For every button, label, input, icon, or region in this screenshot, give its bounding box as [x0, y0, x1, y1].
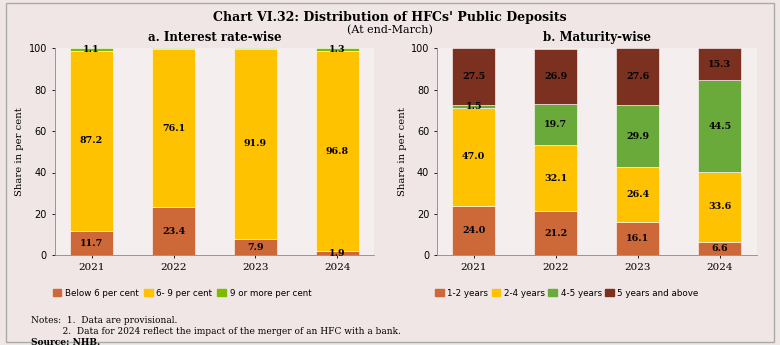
Bar	[698, 48, 741, 80]
Text: (At end-March): (At end-March)	[347, 25, 433, 35]
Text: Source: NHB.: Source: NHB.	[31, 338, 101, 345]
Bar	[234, 49, 277, 239]
Text: 2.  Data for 2024 reflect the impact of the merger of an HFC with a bank.: 2. Data for 2024 reflect the impact of t…	[31, 327, 401, 336]
Text: 47.0: 47.0	[462, 152, 485, 161]
Bar	[152, 49, 195, 207]
Title: a. Interest rate-wise: a. Interest rate-wise	[147, 31, 282, 45]
Text: 96.8: 96.8	[326, 147, 349, 156]
Bar	[616, 48, 659, 106]
Text: 23.4: 23.4	[162, 227, 185, 236]
Text: 6.6: 6.6	[711, 244, 728, 253]
Text: 1.9: 1.9	[329, 249, 346, 258]
Text: 27.6: 27.6	[626, 72, 649, 81]
Bar	[234, 48, 277, 49]
Bar	[452, 105, 495, 108]
Text: 1.3: 1.3	[329, 45, 346, 54]
Bar	[452, 206, 495, 255]
Bar	[452, 108, 495, 206]
Text: 1.1: 1.1	[83, 45, 100, 54]
Bar	[70, 51, 113, 231]
Text: 19.7: 19.7	[544, 120, 567, 129]
Text: 27.5: 27.5	[462, 72, 485, 81]
Text: 87.2: 87.2	[80, 136, 103, 145]
Text: 91.9: 91.9	[244, 139, 267, 148]
Bar	[534, 211, 577, 255]
Text: 26.9: 26.9	[544, 72, 567, 81]
Bar	[316, 48, 359, 51]
Text: 1.5: 1.5	[466, 102, 482, 111]
Text: Chart VI.32: Distribution of HFCs' Public Deposits: Chart VI.32: Distribution of HFCs' Publi…	[213, 11, 567, 24]
Y-axis label: Share in per cent: Share in per cent	[16, 107, 24, 196]
Bar	[616, 222, 659, 255]
Bar	[452, 48, 495, 105]
Text: 33.6: 33.6	[708, 203, 732, 211]
Text: 21.2: 21.2	[544, 229, 567, 238]
Bar	[616, 106, 659, 167]
Bar	[698, 80, 741, 172]
Bar	[534, 145, 577, 211]
Bar	[70, 48, 113, 51]
Text: 29.9: 29.9	[626, 132, 649, 141]
Text: 16.1: 16.1	[626, 234, 649, 243]
Text: 32.1: 32.1	[544, 174, 567, 183]
Text: 24.0: 24.0	[462, 226, 485, 235]
Bar	[152, 48, 195, 49]
Text: 11.7: 11.7	[80, 239, 103, 248]
Bar	[698, 172, 741, 242]
Text: 15.3: 15.3	[708, 60, 732, 69]
Title: b. Maturity-wise: b. Maturity-wise	[543, 31, 651, 45]
Bar	[316, 252, 359, 255]
Legend: Below 6 per cent, 6- 9 per cent, 9 or more per cent: Below 6 per cent, 6- 9 per cent, 9 or mo…	[52, 289, 311, 298]
Text: 44.5: 44.5	[708, 121, 732, 130]
Bar	[316, 51, 359, 252]
Y-axis label: Share in per cent: Share in per cent	[398, 107, 406, 196]
Text: 26.4: 26.4	[626, 190, 649, 199]
Bar	[70, 231, 113, 255]
Text: 76.1: 76.1	[162, 124, 185, 132]
Bar	[534, 104, 577, 145]
Bar	[234, 239, 277, 255]
Bar	[698, 241, 741, 255]
Bar	[534, 49, 577, 104]
Text: Notes:  1.  Data are provisional.: Notes: 1. Data are provisional.	[31, 316, 178, 325]
Legend: 1-2 years, 2-4 years, 4-5 years, 5 years and above: 1-2 years, 2-4 years, 4-5 years, 5 years…	[434, 289, 699, 298]
Bar	[152, 207, 195, 255]
Text: 7.9: 7.9	[247, 243, 264, 252]
Bar	[616, 167, 659, 222]
